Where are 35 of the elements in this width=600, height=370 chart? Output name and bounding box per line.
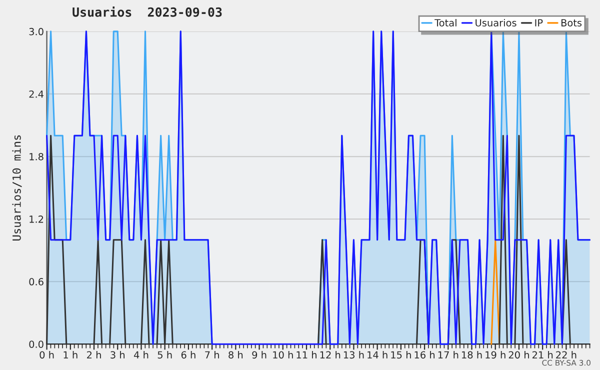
x-tick-label: 20 h <box>508 351 529 359</box>
x-tick-label: 2 h <box>87 351 101 358</box>
y-tick-label: 1.2 <box>30 216 44 223</box>
y-tick-label: 0.0 <box>29 340 44 348</box>
legend-label: Usuarios <box>476 18 516 26</box>
x-tick-label: 16 h <box>414 351 435 359</box>
x-tick-label: 9 h <box>252 351 266 359</box>
legend-label: IP <box>535 19 543 26</box>
x-tick-label: 0 h <box>40 351 54 359</box>
x-tick-label: 6 h <box>181 351 196 359</box>
x-tick-label: 22 h <box>556 351 576 358</box>
y-tick-label: 0.6 <box>29 278 44 286</box>
x-tick-label: 7 h <box>205 351 219 358</box>
x-tick-label: 1 h <box>64 351 78 358</box>
y-tick-label: 1.8 <box>30 152 44 160</box>
x-tick-label: 10 h <box>273 351 293 359</box>
x-tick-label: 3 h <box>110 351 125 359</box>
y-tick-label: 2.4 <box>29 90 44 98</box>
x-tick-label: 11 h <box>296 351 316 358</box>
x-tick-label: 15 h <box>391 351 411 359</box>
x-tick-label: 13 h <box>344 351 364 359</box>
x-tick-label: 19 h <box>486 351 506 359</box>
x-tick-label: 18 h <box>462 351 482 359</box>
x-tick-label: 17 h <box>438 351 458 358</box>
x-tick-label: 8 h <box>228 351 243 359</box>
x-tick-label: 5 h <box>158 351 172 359</box>
x-tick-label: 12 h <box>320 351 340 358</box>
y-axis-title: Usuarios/10 mins <box>12 135 22 240</box>
legend-label: Bots <box>561 19 582 26</box>
legend-label: Total <box>434 18 456 26</box>
chart-title: Usuarios 2023-09-03 <box>72 6 222 17</box>
x-tick-label: 4 h <box>134 351 148 358</box>
y-tick-label: 3.0 <box>29 28 44 36</box>
x-tick-label: 14 h <box>368 351 388 358</box>
x-tick-label: 21 h <box>532 351 553 358</box>
